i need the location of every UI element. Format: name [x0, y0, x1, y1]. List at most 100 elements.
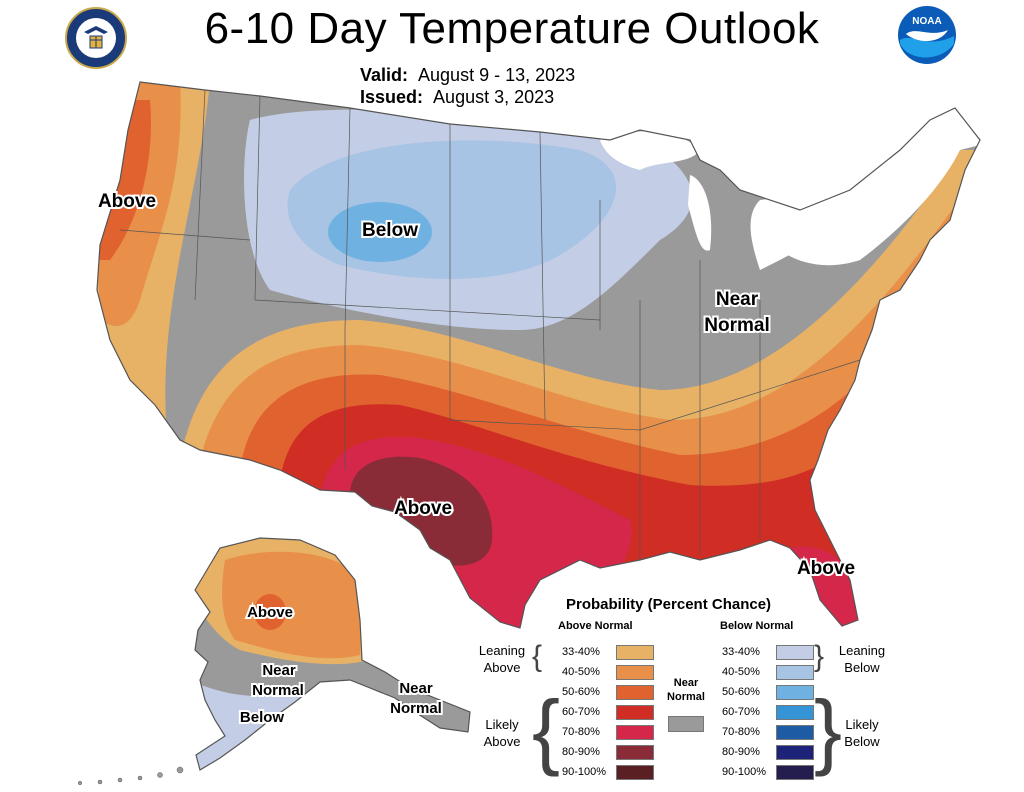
issued-label: Issued: [360, 87, 424, 107]
leaning-below-line2: Below [844, 660, 880, 675]
likely-above-line1: Likely [485, 717, 519, 732]
legend-above-row: 90-100% [562, 762, 654, 782]
near-normal-line2: Normal [667, 691, 705, 703]
legend-below-swatch [776, 744, 814, 760]
legend-above-row: 80-90% [562, 742, 654, 762]
valid-issued-dates: Valid: August 9 - 13, 2023 Issued: Augus… [360, 64, 575, 108]
valid-label: Valid: [360, 65, 409, 85]
leaning-below-brace: } [814, 640, 825, 673]
legend-below-row: 60-70% [722, 702, 814, 722]
legend-below-label: 80-90% [722, 746, 760, 758]
legend-below-row: 80-90% [722, 742, 814, 762]
issued-date: August 3, 2023 [433, 87, 555, 107]
page-title: 6-10 Day Temperature Outlook [204, 4, 820, 53]
legend-above-swatch [616, 764, 654, 780]
legend-title: Probability (Percent Chance) [566, 596, 772, 613]
probability-legend: Probability (Percent Chance) Above Norma… [470, 592, 910, 788]
legend-above-swatch [616, 704, 654, 720]
legend-below-row: 50-60% [722, 682, 814, 702]
legend-above-label: 90-100% [562, 766, 607, 778]
legend-above-swatch [616, 664, 654, 680]
legend-above-label: 50-60% [562, 686, 600, 698]
legend-below-row: 33-40% [722, 642, 814, 662]
legend-below-row: 90-100% [722, 762, 814, 782]
valid-dates: August 9 - 13, 2023 [418, 65, 576, 85]
alaska-above-40-50 [222, 551, 362, 659]
legend-above-label: 33-40% [562, 646, 600, 658]
legend-above-row: 70-80% [562, 722, 654, 742]
legend-above-swatch [616, 724, 654, 740]
leaning-below-line1: Leaning [838, 643, 886, 658]
legend-above-header: Above Normal [558, 620, 633, 632]
alaska-shading [195, 538, 470, 770]
label-midwest-normal: Normal [704, 315, 769, 336]
label-alaska-near: Near [262, 662, 296, 679]
legend-below-swatch [776, 684, 814, 700]
legend-above-swatch [616, 684, 654, 700]
legend-below-label: 50-60% [722, 686, 760, 698]
legend-below-label: 90-100% [722, 766, 767, 778]
leaning-above-line1: Leaning [478, 643, 526, 658]
department-of-commerce-seal-icon [65, 7, 127, 69]
legend-below-swatch [776, 704, 814, 720]
aleutian-islands [77, 766, 184, 786]
legend-below-swatch [776, 764, 814, 780]
label-alaska-normal: Normal [252, 682, 304, 699]
legend-above-row: 50-60% [562, 682, 654, 702]
legend-above-row: 60-70% [562, 702, 654, 722]
valid-row: Valid: August 9 - 13, 2023 [360, 64, 575, 86]
lake-superior [600, 131, 700, 170]
legend-above-swatch [616, 744, 654, 760]
label-panhandle-normal: Normal [390, 700, 442, 717]
legend-above-row: 40-50% [562, 662, 654, 682]
legend-below-label: 70-80% [722, 726, 760, 738]
label-west-coast-above: Above [98, 191, 156, 212]
near-normal-swatch [668, 716, 704, 732]
label-florida-above: Above [797, 558, 855, 579]
likely-below-line1: Likely [845, 717, 879, 732]
noaa-logo-icon: NOAA [898, 6, 956, 64]
legend-below-row: 70-80% [722, 722, 814, 742]
leaning-above-group: Leaning Above [470, 642, 534, 676]
legend-below-label: 60-70% [722, 706, 760, 718]
likely-below-line2: Below [844, 734, 880, 749]
legend-above-swatch [616, 644, 654, 660]
label-panhandle-near: Near [399, 680, 433, 697]
legend-below-label: 33-40% [722, 646, 760, 658]
label-texas-above: Above [394, 498, 452, 519]
legend-above-row: 33-40% [562, 642, 654, 662]
lake-michigan [688, 175, 712, 251]
leaning-above-brace: { [532, 640, 543, 673]
legend-above-label: 70-80% [562, 726, 600, 738]
below-50-60-zone [328, 202, 432, 262]
legend-below-swatch [776, 664, 814, 680]
legend-below-row: 40-50% [722, 662, 814, 682]
legend-above-label: 60-70% [562, 706, 600, 718]
leaning-below-group: Leaning Below [830, 642, 894, 676]
likely-above-brace: { [532, 683, 561, 777]
label-midwest-near: Near [716, 289, 759, 310]
leaning-above-line2: Above [483, 660, 521, 675]
legend-below-label: 40-50% [722, 666, 760, 678]
issued-row: Issued: August 3, 2023 [360, 86, 575, 108]
conus-outline [96, 81, 981, 629]
state-lines [119, 89, 861, 560]
legend-below-header: Below Normal [720, 620, 794, 632]
likely-below-brace: } [814, 683, 843, 777]
legend-above-label: 40-50% [562, 666, 600, 678]
near-normal-line1: Near [673, 677, 699, 689]
near-normal-legend-label: Near Normal [656, 676, 716, 704]
label-north-central-below: Below [362, 220, 418, 241]
legend-below-swatch [776, 644, 814, 660]
alaska-outline [194, 537, 471, 771]
south-above-80-90-zone [350, 456, 493, 566]
legend-above-label: 80-90% [562, 746, 600, 758]
likely-below-group: Likely Below [830, 716, 894, 750]
likely-above-line2: Above [483, 734, 521, 749]
legend-below-swatch [776, 724, 814, 740]
label-alaska-above: Above [247, 604, 293, 621]
noaa-logo-text: NOAA [912, 16, 941, 27]
likely-above-group: Likely Above [470, 716, 534, 750]
